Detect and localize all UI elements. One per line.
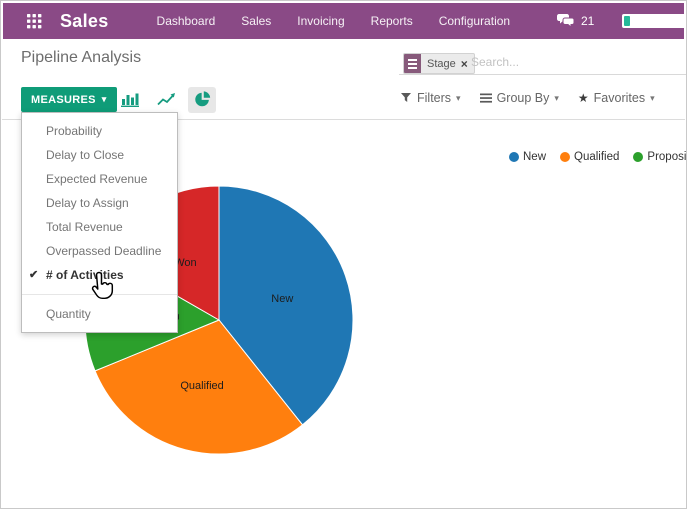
legend-item-new[interactable]: New xyxy=(509,151,546,163)
legend-label: Proposition xyxy=(647,151,687,163)
check-icon: ✔ xyxy=(29,269,39,281)
line-chart-button[interactable] xyxy=(152,87,180,113)
apps-grid-icon[interactable] xyxy=(27,13,42,29)
search-input[interactable]: Search... xyxy=(471,55,520,69)
menu-item-label: Delay to Assign xyxy=(46,196,129,210)
legend-item-proposition[interactable]: Proposition xyxy=(633,151,687,163)
search-bar[interactable]: Stage × Search... xyxy=(399,51,684,74)
pie-slice-label: New xyxy=(271,293,293,305)
pie-slice-qualified[interactable] xyxy=(94,319,304,455)
measures-menu-item[interactable]: Overpassed Deadline xyxy=(22,239,177,263)
menu-item-label: Overpassed Deadline xyxy=(46,244,162,258)
filters-label: Filters xyxy=(417,91,452,105)
chevron-down-icon: ▾ xyxy=(554,92,559,103)
legend-item-qualified[interactable]: Qualified xyxy=(560,151,619,163)
group-by-menu[interactable]: Group By ▾ xyxy=(479,91,559,105)
search-underline xyxy=(399,74,686,75)
facet-label: Stage xyxy=(427,57,456,70)
nav-item-sales[interactable]: Sales xyxy=(241,14,272,28)
measures-menu-item[interactable]: Delay to Close xyxy=(22,143,177,167)
chevron-down-icon: ▾ xyxy=(101,94,107,104)
topbar-right: 21 xyxy=(557,3,686,39)
filters-menu[interactable]: Filters ▾ xyxy=(401,91,461,105)
measures-menu-item[interactable]: Expected Revenue xyxy=(22,167,177,191)
nav-item-dashboard[interactable]: Dashboard xyxy=(156,14,216,28)
measures-menu-item[interactable]: Probability xyxy=(22,119,177,143)
menu-item-label: Delay to Close xyxy=(46,148,125,162)
page-title: Pipeline Analysis xyxy=(21,49,142,66)
chart-legend: NewQualifiedPropositionWon xyxy=(509,151,687,163)
group-facet-icon xyxy=(404,54,421,73)
favorites-menu[interactable]: ★ Favorites ▾ xyxy=(578,91,655,105)
measures-menu-item[interactable]: Delay to Assign xyxy=(22,191,177,215)
legend-dot xyxy=(633,152,644,162)
legend-label: Qualified xyxy=(574,151,620,163)
group-by-icon xyxy=(479,93,492,103)
group-by-label: Group By xyxy=(496,91,550,105)
bar-chart-button[interactable] xyxy=(116,87,144,113)
chevron-down-icon: ▾ xyxy=(650,92,655,103)
menu-item-label: Total Revenue xyxy=(46,220,123,234)
legend-label: New xyxy=(523,151,547,163)
measures-menu-item[interactable]: Quantity xyxy=(22,302,177,326)
chevron-down-icon: ▾ xyxy=(456,92,461,103)
header-divider xyxy=(2,119,685,120)
progress-meter-fill xyxy=(624,16,631,26)
nav-item-configuration[interactable]: Configuration xyxy=(438,14,511,28)
legend-dot xyxy=(509,152,519,162)
measures-menu-item[interactable]: ✔ # of Activities xyxy=(22,263,177,287)
search-facet-stage[interactable]: Stage × xyxy=(403,53,475,74)
pie-slice-label: Won xyxy=(174,257,196,269)
menu-item-label: Quantity xyxy=(46,307,91,321)
nav-item-invoicing[interactable]: Invoicing xyxy=(297,14,345,28)
star-icon: ★ xyxy=(577,91,589,105)
top-navbar: Sales Dashboard Sales Invoicing Reports Conf… xyxy=(3,3,686,39)
measures-dropdown-menu: Probability Delay to Close Expected Revenu… xyxy=(21,112,178,333)
favorites-label: Favorites xyxy=(593,91,646,105)
top-nav-menu: Dashboard Sales Invoicing Reports Configurat… xyxy=(157,14,511,28)
measures-button[interactable]: MEASURES ▾ xyxy=(21,87,117,112)
menu-item-label: Probability xyxy=(46,124,103,138)
funnel-icon xyxy=(401,93,411,102)
messages-count[interactable]: 21 xyxy=(581,14,595,28)
app-name[interactable]: Sales xyxy=(60,10,109,31)
pie-chart-button[interactable] xyxy=(188,86,216,113)
filter-bar: Filters ▾ Group By ▾ ★ Favorites ▾ xyxy=(401,91,655,105)
measures-menu-item[interactable]: Total Revenue xyxy=(22,215,177,239)
progress-meter[interactable] xyxy=(622,14,686,28)
messages-icon[interactable] xyxy=(557,14,575,28)
menu-item-label: # of Activities xyxy=(46,268,124,282)
menu-item-label: Expected Revenue xyxy=(46,172,148,186)
measures-button-label: MEASURES xyxy=(31,93,96,106)
menu-separator xyxy=(22,294,177,295)
pie-slice-new[interactable] xyxy=(218,185,354,426)
pie-slice-label: Qualified xyxy=(180,380,223,392)
chart-type-switcher xyxy=(116,86,216,113)
nav-item-reports[interactable]: Reports xyxy=(370,14,413,28)
facet-remove-icon[interactable]: × xyxy=(460,56,468,71)
legend-dot xyxy=(560,152,571,162)
